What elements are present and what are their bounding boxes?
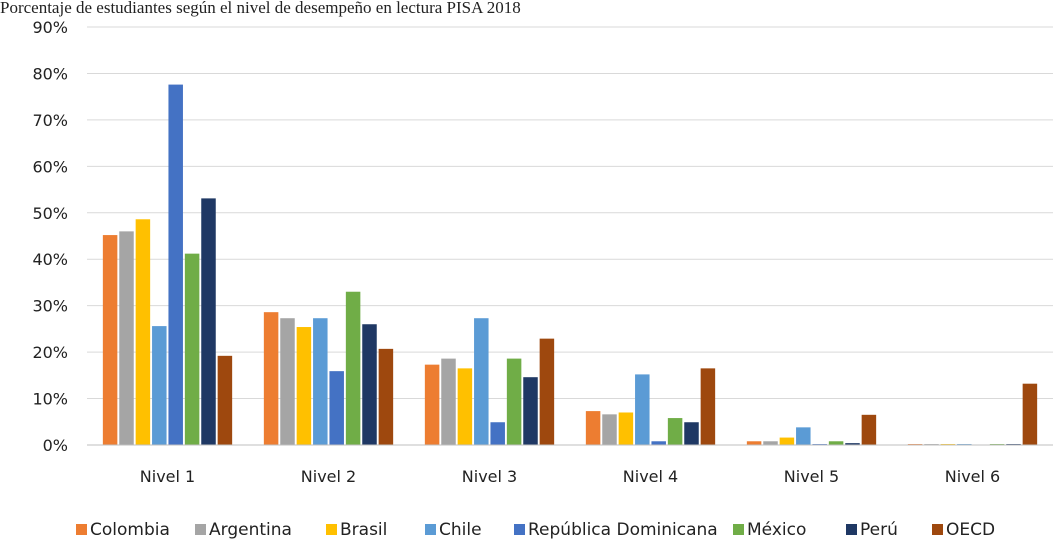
legend-item: México (733, 520, 806, 540)
legend-label: Chile (439, 520, 482, 540)
bar (217, 355, 233, 445)
bar (474, 318, 489, 445)
legend-swatch (195, 524, 206, 535)
y-tick-label: 40% (32, 250, 68, 269)
x-category-label: Nivel 4 (623, 467, 678, 486)
legend-item: Argentina (195, 520, 292, 540)
y-axis-tick-labels: 0% 10% 20% 30% 40% 50% 60% 70% 80% 90% (32, 18, 68, 455)
bar (102, 235, 118, 445)
y-tick-label: 90% (32, 18, 68, 37)
legend-item: Brasil (326, 520, 387, 540)
x-category-label: Nivel 6 (945, 467, 1000, 486)
bar (667, 418, 683, 445)
legend-label: Brasil (340, 520, 387, 540)
bar (861, 414, 877, 445)
bar (362, 324, 377, 445)
bar (345, 291, 361, 445)
legend-label: OECD (946, 520, 995, 540)
bar (296, 327, 312, 445)
legend-swatch (733, 524, 744, 535)
legend: Colombia Argentina Brasil Chile República Do… (76, 520, 995, 540)
bar (441, 358, 456, 445)
legend-swatch (326, 524, 337, 535)
bar (313, 318, 328, 445)
bar (1022, 383, 1038, 445)
legend-label: Perú (860, 520, 898, 540)
bar (263, 312, 279, 445)
bar (828, 441, 844, 445)
bar (618, 412, 634, 445)
bar (506, 358, 522, 445)
bar (763, 441, 778, 445)
bar (152, 326, 167, 445)
y-tick-label: 50% (32, 204, 68, 223)
legend-swatch (932, 524, 943, 535)
legend-label: Colombia (90, 520, 170, 540)
bar (424, 364, 440, 445)
bar (201, 198, 216, 445)
bar (651, 441, 666, 445)
bar (119, 231, 134, 445)
bar (168, 84, 183, 445)
bar (539, 338, 555, 445)
legend-item: Perú (846, 520, 898, 540)
legend-item: OECD (932, 520, 995, 540)
legend-label: República Dominicana (528, 520, 718, 540)
bar (280, 318, 295, 445)
bar (684, 422, 699, 445)
legend-label: México (747, 520, 806, 540)
bar (329, 371, 344, 445)
bar (779, 437, 795, 445)
bar (523, 377, 538, 445)
y-tick-label: 20% (32, 343, 68, 362)
chart-title: Porcentaje de estudiantes según el nivel… (0, 0, 521, 17)
bar (457, 368, 473, 445)
x-category-label: Nivel 2 (301, 467, 356, 486)
bar (585, 411, 601, 445)
x-category-label: Nivel 5 (784, 467, 839, 486)
legend-item: República Dominicana (514, 520, 718, 540)
bar (635, 374, 650, 445)
legend-swatch (846, 524, 857, 535)
legend-swatch (514, 524, 525, 535)
bar (602, 414, 617, 445)
y-tick-label: 60% (32, 157, 68, 176)
legend-swatch (425, 524, 436, 535)
y-tick-label: 10% (32, 390, 68, 409)
y-tick-label: 0% (43, 436, 68, 455)
bar (746, 441, 762, 445)
bar (845, 443, 860, 445)
y-tick-label: 70% (32, 111, 68, 130)
legend-item: Colombia (76, 520, 170, 540)
y-tick-label: 30% (32, 297, 68, 316)
x-axis-category-labels: Nivel 1 Nivel 2 Nivel 3 Nivel 4 Nivel 5 Nivel… (140, 467, 1000, 486)
bar (135, 219, 151, 445)
bar (378, 348, 394, 445)
bar (490, 422, 505, 445)
legend-swatch (76, 524, 87, 535)
bar (700, 368, 716, 445)
legend-item: Chile (425, 520, 482, 540)
x-category-label: Nivel 1 (140, 467, 195, 486)
x-category-label: Nivel 3 (462, 467, 517, 486)
legend-label: Argentina (209, 520, 292, 540)
bars (102, 84, 1038, 445)
bar (184, 253, 200, 445)
grid-lines (87, 26, 1053, 400)
bar (796, 427, 811, 445)
y-tick-label: 80% (32, 64, 68, 83)
